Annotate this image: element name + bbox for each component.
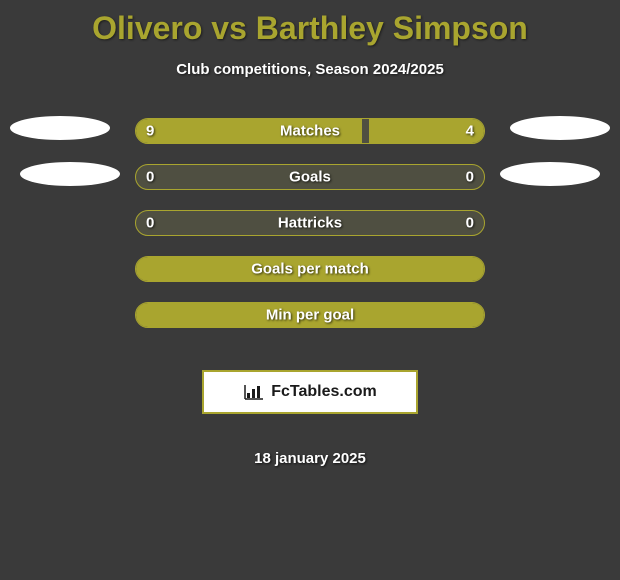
stat-row-matches: 9 Matches 4: [0, 118, 620, 144]
value-right: 0: [466, 215, 474, 232]
bar-track: Min per goal: [135, 302, 485, 328]
player-ellipse-right: [500, 162, 600, 186]
date-text: 18 january 2025: [254, 450, 366, 467]
stat-label: Matches: [280, 123, 340, 140]
value-left: 0: [146, 169, 154, 186]
bar-track: 0 Goals 0: [135, 164, 485, 190]
bar-chart-icon: [243, 383, 265, 401]
value-right: 0: [466, 169, 474, 186]
page-title: Olivero vs Barthley Simpson: [92, 10, 528, 47]
stat-label: Goals: [289, 169, 331, 186]
player-ellipse-right: [510, 116, 610, 140]
page-subtitle: Club competitions, Season 2024/2025: [176, 61, 444, 78]
stat-row-hattricks: 0 Hattricks 0: [0, 210, 620, 236]
stat-row-goals-per-match: Goals per match: [0, 256, 620, 282]
stat-label: Goals per match: [251, 261, 369, 278]
bar-track: 0 Hattricks 0: [135, 210, 485, 236]
comparison-infographic: Olivero vs Barthley Simpson Club competi…: [0, 0, 620, 467]
bar-track: 9 Matches 4: [135, 118, 485, 144]
player-ellipse-left: [20, 162, 120, 186]
brand-text: FcTables.com: [271, 383, 377, 401]
stat-label: Min per goal: [266, 307, 354, 324]
stat-row-min-per-goal: Min per goal: [0, 302, 620, 328]
stat-row-goals: 0 Goals 0: [0, 164, 620, 190]
bar-track: Goals per match: [135, 256, 485, 282]
chart-area: 9 Matches 4 0 Goals 0 0 Hat: [0, 118, 620, 467]
value-left: 0: [146, 215, 154, 232]
value-left: 9: [146, 123, 154, 140]
value-right: 4: [466, 123, 474, 140]
stat-label: Hattricks: [278, 215, 342, 232]
brand-badge[interactable]: FcTables.com: [202, 370, 418, 414]
player-ellipse-left: [10, 116, 110, 140]
